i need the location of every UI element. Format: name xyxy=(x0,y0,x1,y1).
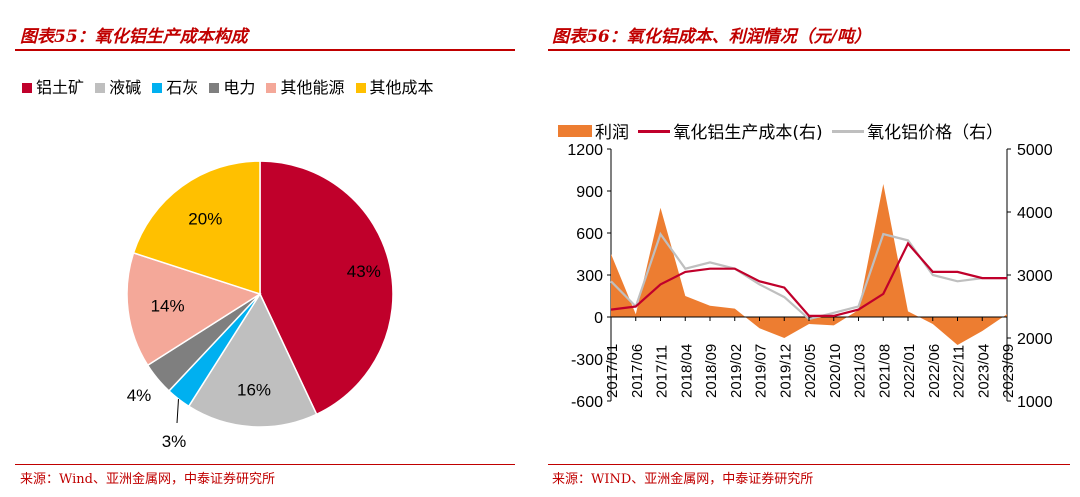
left-source-note: 来源：Wind、亚洲金属网，中泰证券研究所 xyxy=(20,472,275,487)
pie-slice xyxy=(126,251,262,367)
legend-item-price: 氧化铝价格（右） xyxy=(832,118,1003,143)
legend-item-cost: 氧化铝生产成本(右) xyxy=(638,118,823,143)
pie-data-label: 3% xyxy=(162,432,187,451)
legend-label: 其他成本 xyxy=(369,78,434,97)
left-title-rule xyxy=(15,49,515,51)
x-tick-label: 2019/12 xyxy=(777,344,794,398)
left-panel: 图表55：氧化铝生产成本构成 铝土矿 液碱 石灰 电力 其他能源 其他成本 43… xyxy=(15,27,515,487)
pie-slice xyxy=(187,292,318,428)
pie-legend: 铝土矿 液碱 石灰 电力 其他能源 其他成本 xyxy=(22,74,440,98)
legend-item-profit: 利润 xyxy=(558,118,629,143)
pie-data-label: 16% xyxy=(237,381,271,400)
y-tick-label-left: 900 xyxy=(576,184,603,201)
y-tick-label-left: -300 xyxy=(571,352,603,369)
cost-line xyxy=(610,241,1007,317)
y-tick-label-left: 0 xyxy=(594,310,603,327)
x-tick-label: 2017/01 xyxy=(604,344,621,398)
x-tick-label: 2019/07 xyxy=(753,344,770,398)
right-source-rule xyxy=(548,464,1070,465)
pie-data-label: 43% xyxy=(347,262,381,281)
legend-label: 其他能源 xyxy=(280,78,345,97)
legend-label: 电力 xyxy=(223,78,256,97)
pie-data-label: 14% xyxy=(151,297,185,316)
line-chart: -600 -300 0 300 600 900 1200 1000 2000 3000 4000 50… xyxy=(567,142,1053,411)
pie-slice xyxy=(259,160,394,416)
legend-item-other-cost: 其他成本 xyxy=(355,74,434,98)
left-chart-title: 图表55：氧化铝生产成本构成 xyxy=(20,27,248,47)
legend-label: 氧化铝价格（右） xyxy=(867,123,1004,143)
legend-item-lime: 石灰 xyxy=(152,74,198,98)
right-title-rule xyxy=(548,49,1070,51)
x-tick-label: 2023/04 xyxy=(975,344,992,398)
profit-area xyxy=(611,184,1007,345)
legend-label: 氧化铝生产成本(右) xyxy=(673,123,823,143)
pie-slice xyxy=(132,160,261,296)
x-tick-label: 2020/05 xyxy=(802,344,819,398)
legend-label: 液碱 xyxy=(109,78,142,97)
legend-swatch xyxy=(266,83,277,93)
x-tick-label: 2021/08 xyxy=(876,344,893,398)
x-tick-label: 2018/04 xyxy=(678,344,695,398)
legend-swatch xyxy=(22,83,32,93)
legend-swatch-line xyxy=(638,130,671,133)
legend-item-bauxite: 铝土矿 xyxy=(22,74,84,98)
y-tick-label-left: -600 xyxy=(571,394,603,411)
x-tick-label: 2017/06 xyxy=(629,344,646,398)
pie-data-label: 4% xyxy=(127,386,152,405)
x-tick-label: 2019/02 xyxy=(728,344,745,398)
right-source-note: 来源：WIND、亚洲金属网，中泰证券研究所 xyxy=(552,472,814,487)
legend-swatch xyxy=(355,83,366,93)
y-tick-label-left: 600 xyxy=(576,226,603,243)
x-tick-label: 2022/11 xyxy=(951,345,968,398)
pie-chart: 43% 16% 3% 4% 14% 20% xyxy=(126,160,394,451)
legend-swatch xyxy=(95,83,106,93)
x-tick-label: 2021/03 xyxy=(852,344,869,398)
y-tick-label-right: 2000 xyxy=(1017,331,1053,348)
x-tick-label: 2017/11 xyxy=(654,345,671,398)
left-source-rule xyxy=(15,464,515,465)
legend-label: 利润 xyxy=(595,123,629,143)
x-tick-label: 2020/10 xyxy=(827,344,844,398)
x-tick-label: 2022/01 xyxy=(901,344,918,398)
right-panel: 图表56：氧化铝成本、利润情况（元/吨） 利润 氧化铝生产成本(右) 氧化铝价格… xyxy=(540,0,1080,497)
legend-swatch-line xyxy=(832,130,865,133)
y-tick-label-right: 5000 xyxy=(1017,142,1053,159)
legend-item-other-energy: 其他能源 xyxy=(266,74,344,98)
legend-swatch xyxy=(152,83,163,93)
y-tick-label-left: 300 xyxy=(576,268,603,285)
x-tick-label: 2022/06 xyxy=(926,344,943,398)
legend-swatch-area xyxy=(558,125,592,137)
legend-item-electricity: 电力 xyxy=(209,74,255,98)
legend-swatch xyxy=(209,83,220,93)
legend-item-caustic-soda: 液碱 xyxy=(95,74,141,98)
y-tick-label-right: 1000 xyxy=(1017,394,1053,411)
line-legend: 利润 氧化铝生产成本(右) 氧化铝价格（右） xyxy=(558,118,1007,143)
legend-label: 石灰 xyxy=(166,78,199,97)
right-chart-title: 图表56：氧化铝成本、利润情况（元/吨） xyxy=(552,27,871,47)
leader-line xyxy=(176,399,179,424)
x-tick-label: 2018/09 xyxy=(703,344,720,398)
y-tick-label-right: 3000 xyxy=(1017,268,1053,285)
pie-data-label: 20% xyxy=(188,210,222,229)
y-tick-label-left: 1200 xyxy=(567,142,603,159)
legend-label: 铝土矿 xyxy=(36,78,85,97)
x-tick-label: 2023/09 xyxy=(1000,344,1017,398)
y-tick-label-right: 4000 xyxy=(1017,205,1053,222)
